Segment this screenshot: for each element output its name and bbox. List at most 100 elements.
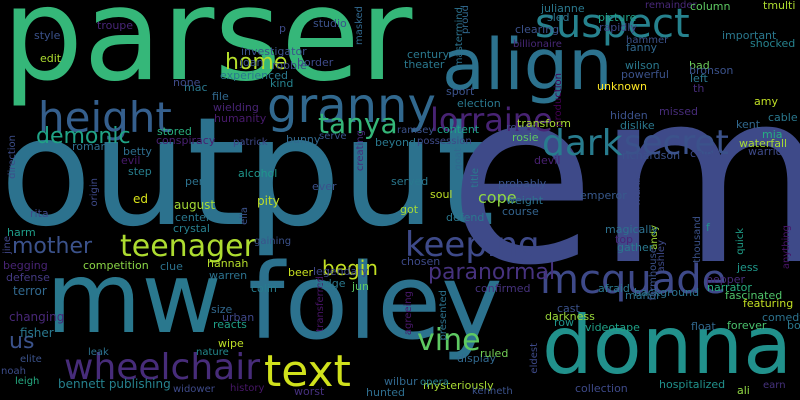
word-patrick: patrick [233, 137, 268, 148]
word-quick: quick [735, 228, 746, 255]
word-stored: stored [157, 125, 192, 138]
word-roger: roger [506, 121, 536, 134]
word-proud: proud [460, 5, 471, 35]
word-f: f [706, 221, 710, 234]
word-century: century [407, 48, 450, 61]
word-clue: clue [160, 260, 183, 273]
word-bunny: bunny [286, 133, 321, 146]
word-paranormal: paranormal [428, 260, 556, 285]
word-waterfall: waterfall [739, 137, 788, 150]
word-file: file [212, 90, 229, 103]
word-output: output [0, 86, 495, 260]
word-color: color [690, 147, 718, 160]
word-earn: earn [763, 380, 786, 391]
word-colin: colin [251, 282, 277, 295]
word-none: none [173, 76, 201, 89]
word-manor: manor [625, 289, 661, 302]
word-transform: transform [517, 117, 571, 130]
word-serve: serve [319, 131, 347, 142]
word-crystal: crystal [173, 222, 210, 235]
word-ali: ali [737, 384, 750, 397]
word-bennett-publishing: bennett publishing [58, 377, 171, 391]
word-ever: ever [312, 180, 337, 193]
word-center: center [175, 211, 211, 224]
word-wielding: wielding [213, 101, 259, 114]
word-agreeing: agreeing [403, 291, 414, 336]
word-hidden: hidden [610, 109, 648, 122]
word-ruled: ruled [480, 347, 509, 360]
word-donna: donna [542, 299, 793, 392]
word-darkness: darkness [545, 310, 595, 323]
word-devil: devil [534, 154, 561, 167]
word-float: float [691, 320, 716, 333]
word-competition: competition [83, 259, 149, 272]
word-jun: jun [352, 280, 369, 293]
word-election: election [457, 97, 501, 110]
word-cable: cable [768, 111, 798, 124]
word-fascinated: fascinated [725, 289, 783, 302]
word-amy: amy [754, 95, 778, 108]
word-vine: vine [417, 323, 481, 358]
word-noah: noah [1, 366, 26, 377]
word-wipe: wipe [218, 337, 244, 350]
word-lodge: lodge [315, 277, 346, 290]
word-evil: evil [121, 154, 141, 167]
word-powerful: powerful [621, 68, 669, 81]
word-chosen: chosen [401, 255, 441, 268]
word-p: p [279, 22, 286, 35]
word-background: background [634, 286, 700, 299]
word-hunted: hunted [366, 386, 405, 399]
word-warrior: warrior [748, 145, 787, 158]
word-pepper: pepper [706, 273, 746, 286]
word-beyond: beyond [375, 136, 416, 149]
word-afraid: afraid [598, 282, 630, 295]
word-humanity: humanity [214, 112, 267, 125]
word-videotape: videotape [585, 321, 640, 334]
word-border: border [297, 56, 334, 69]
word-teenager: teenager [120, 229, 256, 264]
word-goat: goat [453, 148, 464, 171]
word-conspiracy: conspiracy [156, 134, 216, 147]
word-possession: possession [417, 136, 472, 147]
word-fisher: fisher [20, 326, 54, 340]
word-keeping: keeping [405, 225, 540, 265]
word-opera: opera [420, 377, 449, 388]
word-kenneth: kenneth [472, 386, 513, 397]
word-forever: forever [727, 319, 767, 332]
word-missed: missed [659, 105, 698, 118]
word-dark: dark [542, 123, 623, 164]
word-shocked: shocked [750, 37, 796, 50]
word-height: height [38, 93, 172, 142]
word-kind: kind [270, 77, 294, 90]
word-roman: roman [72, 140, 108, 153]
word-investigator: investigator [241, 45, 307, 58]
word-box: box [787, 319, 800, 332]
word-picture: picture [598, 11, 637, 24]
word-rapidly: rapidly [599, 21, 637, 34]
word-parser: parser [2, 0, 413, 110]
word-widower: widower [173, 384, 215, 395]
word-pity: pity [257, 194, 280, 208]
word-wilbur: wilbur [384, 375, 418, 388]
word-tanya: tanya [318, 107, 398, 140]
word-thousand: thousand [692, 216, 703, 263]
word-julianne: julianne [541, 2, 585, 15]
word-leak: leak [88, 347, 109, 358]
word-gather: gather [617, 241, 654, 254]
word-masked: masked [354, 6, 365, 46]
word-ed: ed [133, 192, 148, 206]
word-secret: secret [624, 123, 729, 163]
word-mac: mac [184, 81, 208, 94]
word-text: text [264, 346, 351, 397]
word-confirmed: confirmed [475, 282, 531, 295]
word-kent: kent [736, 118, 761, 131]
word-remainder: remainder [645, 0, 697, 11]
word-defend: defend [446, 211, 485, 224]
word-leigh: leigh [15, 376, 40, 387]
word-dislike: dislike [620, 119, 655, 132]
word-legendary: legendary [313, 265, 369, 278]
word-nature: nature [196, 347, 229, 358]
word-harm: harm [7, 226, 36, 239]
word-got: got [400, 203, 419, 216]
